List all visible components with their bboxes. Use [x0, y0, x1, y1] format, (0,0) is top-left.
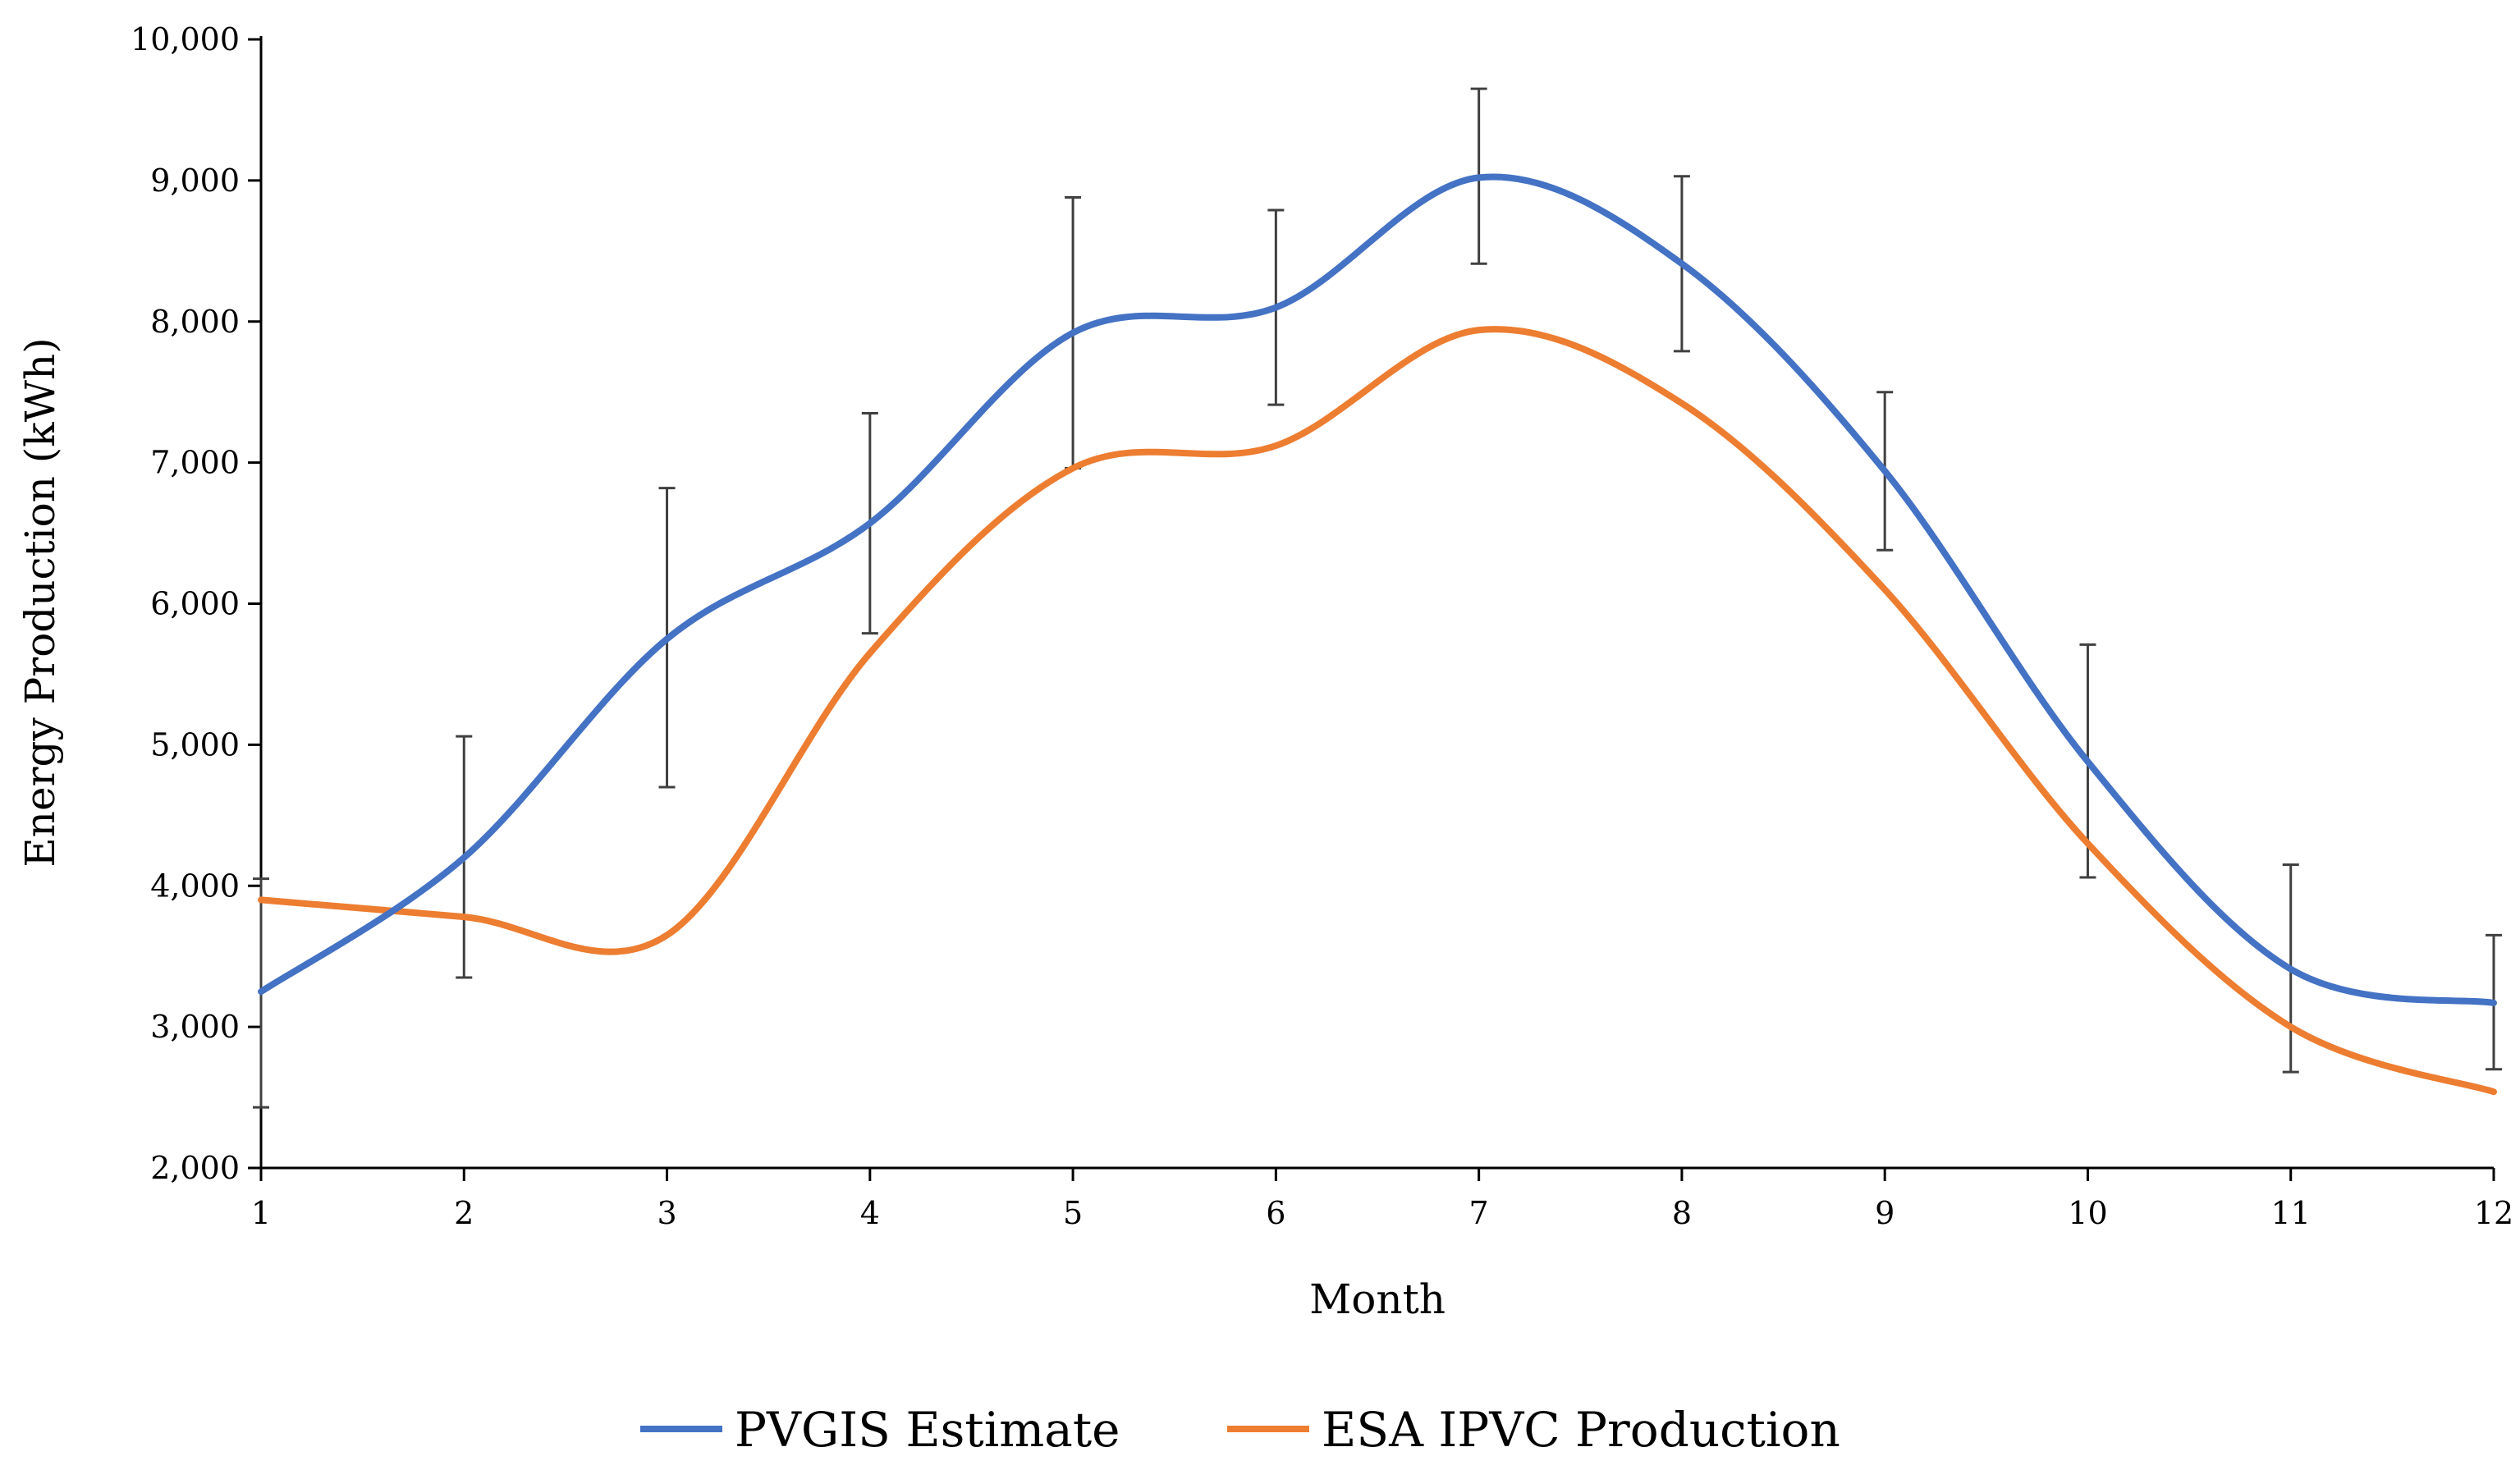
x-tick-label: 5 — [1063, 1195, 1083, 1231]
x-tick-label: 1 — [251, 1195, 271, 1231]
y-tick-label: 8,000 — [150, 304, 240, 340]
y-tick-label: 7,000 — [150, 445, 240, 481]
series-pvgis-estimate — [258, 173, 2497, 1006]
x-tick-label: 4 — [860, 1195, 880, 1231]
x-tick-label: 6 — [1266, 1195, 1285, 1231]
x-tick-label: 9 — [1875, 1195, 1895, 1231]
x-tick-label: 12 — [2474, 1195, 2513, 1231]
y-tick-label: 6,000 — [150, 586, 240, 622]
y-tick-label: 10,000 — [131, 21, 240, 57]
x-tick-label: 7 — [1469, 1195, 1489, 1231]
x-tick-label: 10 — [2068, 1195, 2107, 1231]
tick-labels-layer: 2,000 3,000 4,000 5,000 6,000 7,000 8,000 9,000… — [131, 21, 2513, 1231]
y-tick-label: 4,000 — [150, 868, 240, 904]
axes-layer — [248, 36, 2495, 1181]
x-axis-title: Month — [1309, 1275, 1446, 1323]
y-tick-label: 3,000 — [150, 1009, 240, 1045]
x-tick-label: 3 — [657, 1195, 676, 1231]
x-tick-label: 8 — [1672, 1195, 1692, 1231]
y-tick-label: 5,000 — [150, 726, 240, 762]
x-tick-label: 11 — [2271, 1195, 2311, 1231]
series-line-pvgis-estimate — [258, 173, 2497, 1006]
legend-label-esa-ipvc-production: ESA IPVC Production — [1322, 1402, 1840, 1458]
legend-label-pvgis-estimate: PVGIS Estimate — [735, 1402, 1120, 1458]
y-tick-label: 9,000 — [150, 163, 240, 199]
y-axis-title: Energy Production (kWh) — [16, 337, 64, 867]
y-tick-label: 2,000 — [150, 1150, 240, 1186]
x-tick-label: 2 — [454, 1195, 474, 1231]
series-esa-ipvc-production — [258, 326, 2497, 1096]
error-bars-layer — [253, 87, 2502, 1109]
series-layer — [258, 173, 2497, 1096]
legend: PVGIS Estimate ESA IPVC Production — [640, 1402, 1840, 1458]
